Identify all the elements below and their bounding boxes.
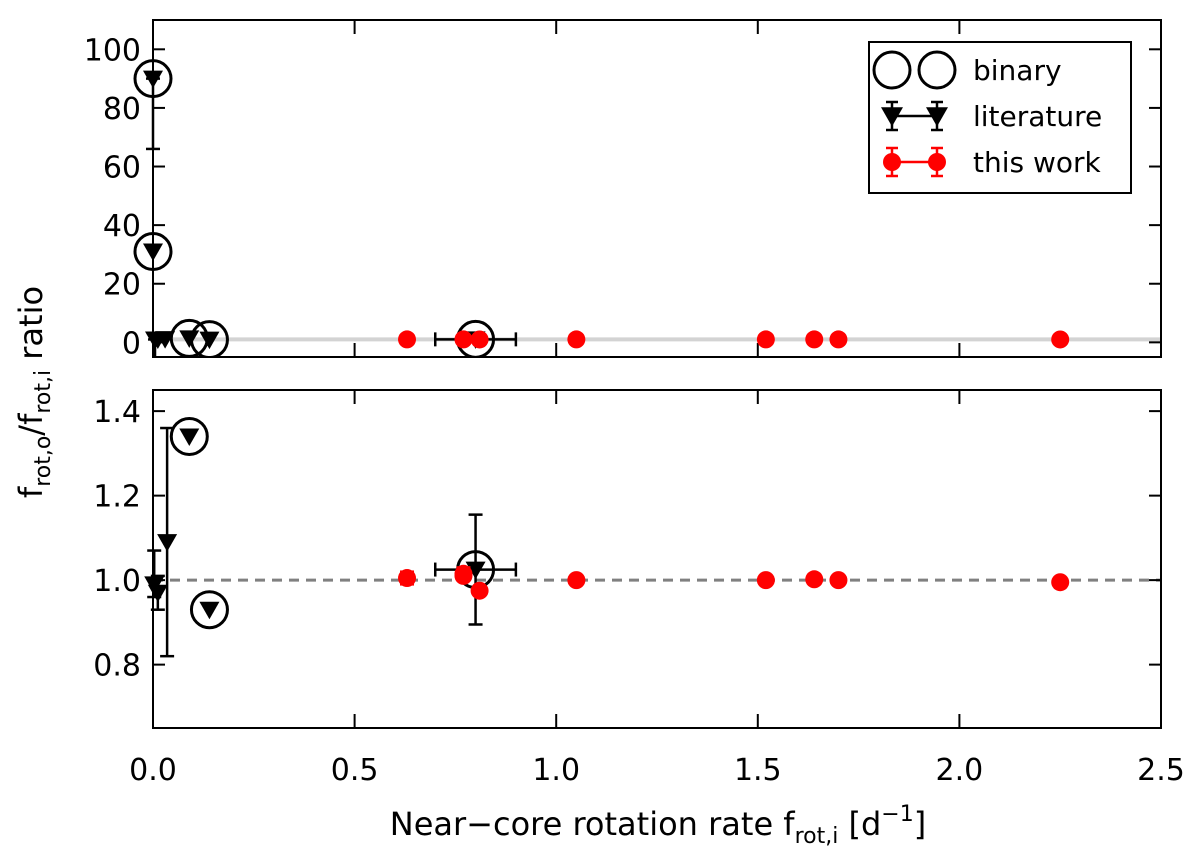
top-y-tick-label: 40 (103, 209, 141, 244)
legend-literature-marker (926, 107, 948, 127)
top-y-tick-label: 0 (122, 326, 141, 361)
bottom-binary-point (169, 416, 209, 456)
legend-this-work-marker (928, 153, 946, 171)
top-this-work-point (567, 330, 586, 349)
bottom-binary-point (189, 590, 229, 630)
x-tick-label: 1.5 (734, 753, 782, 788)
x-tick-label: 1.0 (532, 753, 580, 788)
top-binary-point (133, 59, 173, 99)
legend: binary literature this work (868, 41, 1132, 194)
bottom-literature-point (157, 534, 178, 552)
top-this-work-point (756, 330, 775, 349)
bottom-this-work-point (805, 570, 824, 589)
bottom-literature-point (179, 428, 200, 446)
x-tick-label: 0.5 (331, 753, 379, 788)
bottom-this-work-point (567, 571, 586, 590)
bottom-this-work-point (1051, 573, 1070, 592)
top-y-tick-label: 100 (84, 33, 141, 68)
top-this-work-point (805, 330, 824, 349)
y-axis-title-s2: rot,i (31, 370, 56, 414)
x-axis-title-unit-close: ] (914, 805, 926, 843)
top-literature-point (143, 70, 163, 89)
top-literature-point (143, 243, 163, 262)
x-axis-title-sub: rot,i (795, 824, 839, 849)
legend-label-this_work: this work (973, 146, 1102, 179)
legend-label-literature: literature (973, 100, 1102, 133)
legend-frame (868, 41, 1132, 194)
top-y-tick-label: 20 (103, 268, 141, 303)
x-axis-title-unit-open: [d (838, 805, 881, 843)
top-literature-point (199, 331, 220, 350)
top-this-work-point (398, 330, 417, 349)
bottom-y-tick-label: 1.0 (93, 564, 141, 599)
x-axis-title-main: Near−core rotation rate f (390, 805, 796, 843)
bottom-frame (152, 389, 1162, 729)
legend-binary-marker (872, 50, 912, 90)
y-axis-title: frot,o/frot,i ratio (12, 286, 56, 498)
x-tick-labels: 0.0 0.5 1.0 1.5 2.0 2.5 (129, 753, 1185, 788)
bottom-this-work-point (454, 566, 473, 585)
y-axis-title-s1: rot,o (31, 436, 56, 487)
bottom-markers (144, 416, 1070, 658)
y-axis-title-p3: ratio (12, 286, 50, 370)
top-y-tick-label: 60 (103, 151, 141, 186)
legend-binary-marker (917, 50, 957, 90)
top-markers (133, 59, 1070, 357)
x-tick-label: 2.5 (1137, 753, 1185, 788)
x-tick-label: 0.0 (129, 753, 177, 788)
bottom-panel: 0.8 1.0 1.2 1.4 (93, 389, 1162, 729)
top-binary-point (189, 320, 229, 357)
bottom-y-tick-label: 0.8 (93, 649, 141, 684)
top-this-work-point (1051, 330, 1070, 349)
top-binary-point (133, 232, 173, 272)
x-axis-title: Near−core rotation rate frot,i [d−1] (390, 802, 926, 849)
bottom-this-work-point (398, 569, 417, 588)
top-this-work-point (829, 330, 848, 349)
bottom-literature-point (465, 561, 486, 580)
legend-literature-marker (881, 107, 903, 127)
bottom-y-tick-label: 1.2 (93, 480, 141, 515)
x-axis-title-unit-sup: −1 (881, 802, 913, 827)
legend-label-binary: binary (973, 54, 1062, 87)
bottom-literature-point (147, 584, 168, 603)
top-y-tick-label: 80 (103, 92, 141, 127)
bottom-y-tick-label: 1.4 (93, 395, 141, 430)
x-tick-label: 2.0 (936, 753, 984, 788)
top-frame (152, 19, 1162, 358)
y-axis-title-p1: f (12, 486, 50, 498)
top-literature-point (179, 330, 200, 348)
bottom-literature-point (199, 601, 220, 620)
top-panel: 0 20 40 60 80 100 (84, 19, 1162, 361)
legend-this-work-marker (883, 153, 901, 171)
bottom-this-work-point (829, 571, 848, 590)
y-axis-title-p2: /f (12, 413, 50, 436)
bottom-this-work-point (756, 571, 775, 590)
top-this-work-point (454, 330, 473, 349)
bottom-this-work-point (470, 581, 489, 600)
top-this-work-point (470, 330, 489, 349)
